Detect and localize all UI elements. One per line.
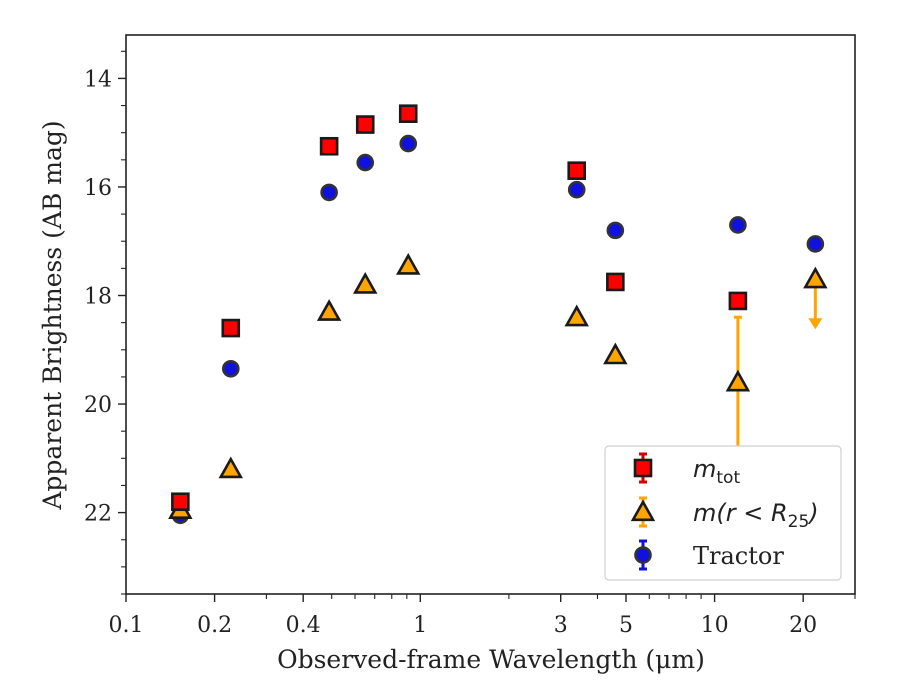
x-axis-label: Observed-frame Wavelength (μm) — [277, 645, 705, 674]
triangle-point — [603, 342, 628, 365]
circle-point — [399, 134, 418, 153]
y-tick-label: 16 — [84, 176, 112, 201]
axes: 0.1 0.2 0.4 1 3 5 10 20 14 16 18 20 22 — [84, 34, 856, 638]
upper-limit-arrowhead — [808, 318, 823, 330]
square-point — [319, 136, 339, 156]
circle-point — [606, 221, 625, 240]
square-point — [567, 161, 587, 180]
y-axis-label: Apparent Brightness (AB mag) — [38, 120, 67, 510]
y-tick-label: 14 — [84, 67, 112, 92]
triangle-point — [316, 299, 342, 321]
legend-triangle-marker — [630, 499, 656, 522]
triangle-point — [353, 271, 378, 294]
triangle-point — [725, 369, 751, 392]
square-point — [606, 272, 625, 292]
square-point — [355, 115, 375, 134]
legend-label: mtot — [693, 455, 740, 488]
circle-point — [567, 180, 586, 199]
square-point — [398, 104, 418, 123]
legend-frame — [604, 445, 842, 581]
square-point — [221, 318, 241, 338]
data-points — [168, 104, 828, 525]
x-tick-label: 0.4 — [286, 613, 321, 638]
x-tick-label: 1 — [413, 613, 427, 638]
plot-frame — [125, 34, 856, 595]
triangle-point — [803, 266, 828, 289]
y-tick-label: 20 — [84, 393, 112, 418]
square-point — [728, 291, 748, 311]
x-tick-label: 5 — [619, 613, 633, 638]
triangle-point — [218, 456, 243, 479]
y-tick-label: 22 — [84, 502, 112, 527]
triangle-point — [564, 304, 589, 327]
x-tick-label: 0.1 — [109, 613, 144, 638]
y-tick-label: 18 — [84, 285, 112, 310]
legend-label: Tractor — [693, 542, 784, 570]
x-tick-label: 10 — [701, 613, 729, 638]
x-tick-label: 3 — [554, 613, 568, 638]
circle-point — [356, 153, 375, 172]
circle-point — [806, 235, 825, 253]
x-tick-label: 0.2 — [197, 613, 232, 638]
circle-point — [729, 216, 747, 234]
legend: mtot m(r < R25) Tractor — [604, 445, 842, 581]
x-tick-label: 20 — [789, 613, 817, 638]
circle-point — [221, 359, 240, 378]
legend-square-marker — [633, 458, 653, 478]
circle-point — [320, 183, 338, 202]
legend-circle-marker — [634, 546, 652, 564]
legend-label: m(r < R25) — [693, 499, 819, 532]
square-point — [171, 492, 190, 512]
triangle-point — [396, 253, 421, 275]
